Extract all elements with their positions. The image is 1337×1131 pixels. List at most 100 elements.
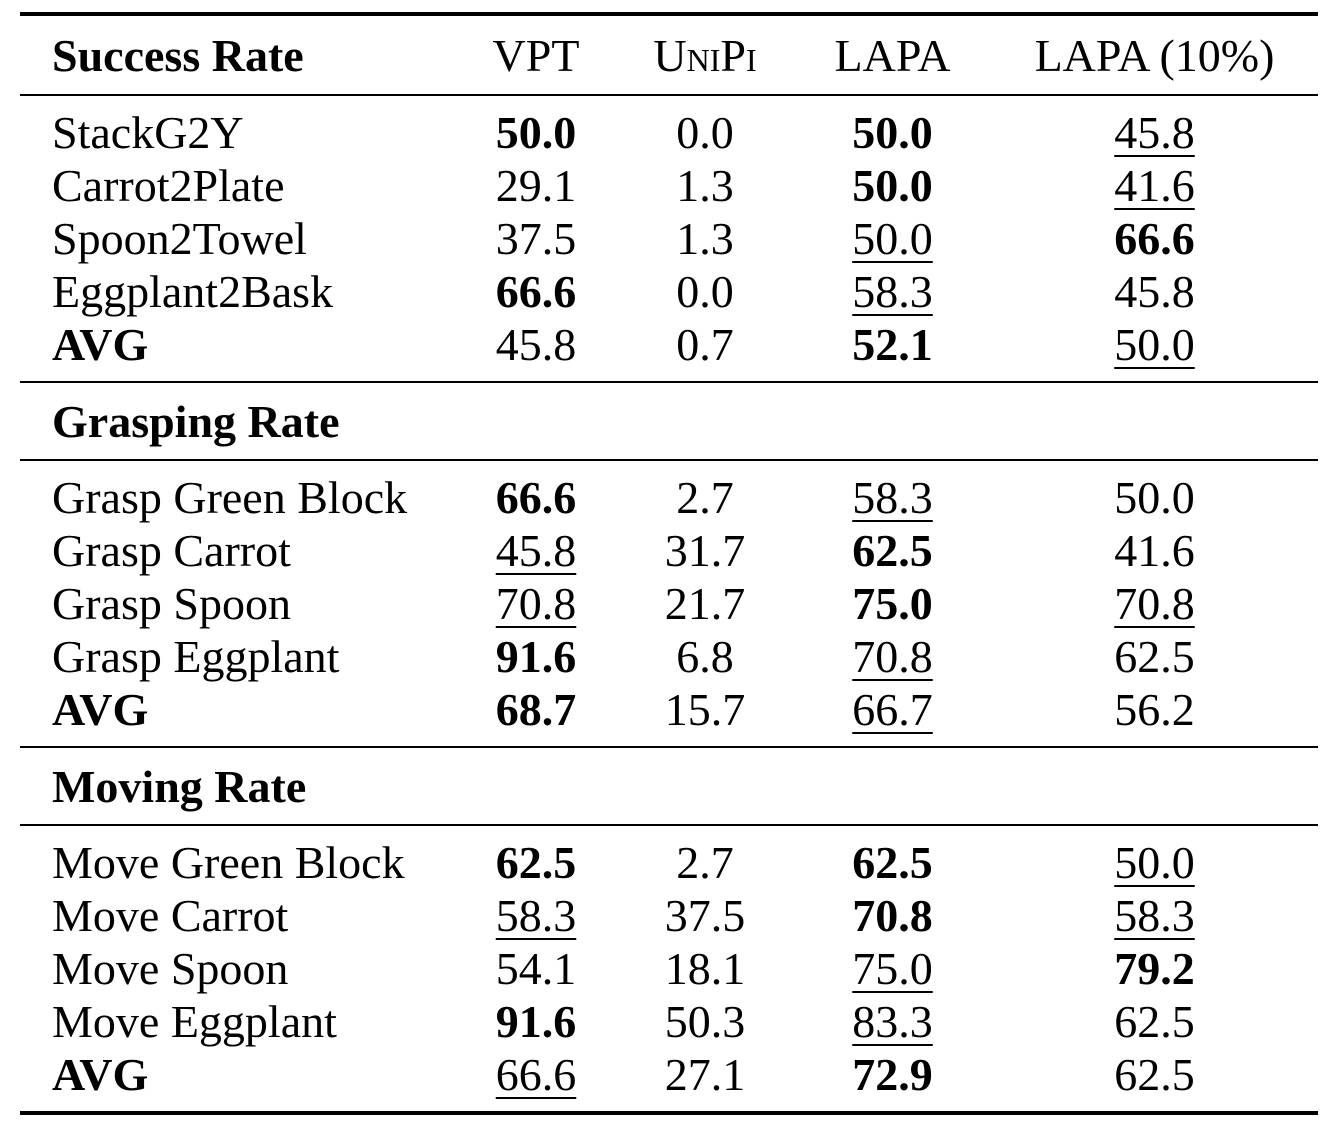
value-text: 62.5 bbox=[1114, 996, 1195, 1047]
table-row: Grasp Carrot 45.8 31.7 62.5 41.6 bbox=[20, 524, 1318, 577]
empty-cell bbox=[456, 381, 616, 460]
value-cell: 58.3 bbox=[991, 889, 1318, 942]
value-text: 66.6 bbox=[1114, 213, 1195, 264]
value-text: 45.8 bbox=[1114, 266, 1195, 317]
value-text: 27.1 bbox=[664, 1049, 746, 1100]
header-lapa-10: LAPA (10%) bbox=[991, 12, 1318, 95]
table-row: Move Eggplant 91.6 50.3 83.3 62.5 bbox=[20, 995, 1318, 1048]
section-title: Grasping Rate bbox=[20, 381, 456, 460]
value-cell: 0.0 bbox=[616, 265, 794, 318]
value-text: 54.1 bbox=[495, 943, 577, 994]
value-text: 70.8 bbox=[495, 578, 577, 629]
value-cell: 45.8 bbox=[991, 265, 1318, 318]
value-cell: 45.8 bbox=[456, 524, 616, 577]
value-cell: 62.5 bbox=[991, 630, 1318, 683]
value-cell: 2.7 bbox=[616, 824, 794, 889]
value-cell: 15.7 bbox=[616, 683, 794, 747]
value-text: 66.6 bbox=[495, 266, 577, 317]
value-cell: 50.0 bbox=[991, 824, 1318, 889]
value-text: 1.3 bbox=[676, 213, 734, 264]
value-text: 62.5 bbox=[495, 837, 577, 888]
value-cell: 66.6 bbox=[456, 265, 616, 318]
value-cell: 75.0 bbox=[794, 942, 991, 995]
row-label: Move Eggplant bbox=[52, 996, 337, 1047]
value-text: 0.7 bbox=[676, 319, 734, 370]
row-label: Eggplant2Bask bbox=[52, 266, 334, 317]
value-cell: 83.3 bbox=[794, 995, 991, 1048]
value-text: 58.3 bbox=[1114, 890, 1195, 941]
row-label: Move Spoon bbox=[52, 943, 289, 994]
value-cell: 54.1 bbox=[456, 942, 616, 995]
value-text: 37.5 bbox=[664, 890, 746, 941]
value-cell: 62.5 bbox=[991, 1048, 1318, 1115]
table-row: Eggplant2Bask 66.6 0.0 58.3 45.8 bbox=[20, 265, 1318, 318]
value-text: 2.7 bbox=[676, 472, 734, 523]
value-text: 66.6 bbox=[495, 472, 577, 523]
empty-cell bbox=[616, 381, 794, 460]
value-text: 45.8 bbox=[495, 319, 577, 370]
row-label: Grasp Spoon bbox=[52, 578, 291, 629]
row-label: AVG bbox=[52, 319, 149, 370]
table-header-row: Success Rate VPT UniPi LAPA LAPA (10%) bbox=[20, 12, 1318, 95]
table-row: StackG2Y 50.0 0.0 50.0 45.8 bbox=[20, 94, 1318, 159]
value-cell: 58.3 bbox=[456, 889, 616, 942]
value-cell: 37.5 bbox=[616, 889, 794, 942]
value-text: 66.6 bbox=[495, 1049, 577, 1100]
value-text: 50.0 bbox=[1114, 837, 1195, 888]
value-cell: 70.8 bbox=[794, 630, 991, 683]
value-text: 91.6 bbox=[495, 631, 577, 682]
value-cell: 50.0 bbox=[794, 159, 991, 212]
value-text: 45.8 bbox=[1114, 107, 1195, 158]
empty-cell bbox=[794, 746, 991, 825]
value-text: 58.3 bbox=[495, 890, 577, 941]
row-label: Spoon2Towel bbox=[52, 213, 307, 264]
value-text: 70.8 bbox=[852, 890, 933, 941]
value-text: 29.1 bbox=[495, 160, 577, 211]
value-cell: 62.5 bbox=[794, 524, 991, 577]
value-text: 68.7 bbox=[495, 684, 577, 735]
value-text: 31.7 bbox=[664, 525, 746, 576]
value-cell: 41.6 bbox=[991, 159, 1318, 212]
results-table: Success Rate VPT UniPi LAPA LAPA (10%) S… bbox=[20, 12, 1318, 1115]
value-text: 75.0 bbox=[852, 943, 933, 994]
table-row: AVG 68.7 15.7 66.7 56.2 bbox=[20, 683, 1318, 747]
value-text: 72.9 bbox=[852, 1049, 933, 1100]
value-text: 50.0 bbox=[1114, 319, 1195, 370]
value-cell: 2.7 bbox=[616, 459, 794, 524]
value-cell: 18.1 bbox=[616, 942, 794, 995]
value-cell: 70.8 bbox=[794, 889, 991, 942]
value-text: 50.0 bbox=[495, 107, 577, 158]
value-cell: 50.0 bbox=[991, 318, 1318, 382]
header-vpt: VPT bbox=[456, 12, 616, 95]
value-text: 50.0 bbox=[1114, 472, 1195, 523]
value-cell: 6.8 bbox=[616, 630, 794, 683]
row-label: Grasp Eggplant bbox=[52, 631, 340, 682]
value-cell: 0.0 bbox=[616, 94, 794, 159]
value-cell: 31.7 bbox=[616, 524, 794, 577]
value-text: 2.7 bbox=[676, 837, 734, 888]
value-text: 41.6 bbox=[1114, 160, 1195, 211]
empty-cell bbox=[616, 746, 794, 825]
value-text: 58.3 bbox=[852, 266, 933, 317]
value-text: 70.8 bbox=[852, 631, 933, 682]
value-cell: 1.3 bbox=[616, 212, 794, 265]
value-text: 62.5 bbox=[852, 525, 933, 576]
value-text: 66.7 bbox=[852, 684, 933, 735]
value-cell: 62.5 bbox=[456, 824, 616, 889]
value-cell: 56.2 bbox=[991, 683, 1318, 747]
empty-cell bbox=[794, 381, 991, 460]
row-label: AVG bbox=[52, 684, 149, 735]
value-cell: 37.5 bbox=[456, 212, 616, 265]
table-row: Carrot2Plate 29.1 1.3 50.0 41.6 bbox=[20, 159, 1318, 212]
value-text: 50.3 bbox=[664, 996, 746, 1047]
row-label: Move Green Block bbox=[20, 824, 456, 889]
value-text: 62.5 bbox=[852, 837, 933, 888]
value-text: 50.0 bbox=[852, 160, 933, 211]
table-row: Grasp Green Block 66.6 2.7 58.3 50.0 bbox=[20, 459, 1318, 524]
row-label: Grasp Green Block bbox=[20, 459, 456, 524]
value-cell: 79.2 bbox=[991, 942, 1318, 995]
value-cell: 58.3 bbox=[794, 459, 991, 524]
value-cell: 58.3 bbox=[794, 265, 991, 318]
value-text: 50.0 bbox=[852, 107, 933, 158]
value-text: 0.0 bbox=[676, 266, 734, 317]
